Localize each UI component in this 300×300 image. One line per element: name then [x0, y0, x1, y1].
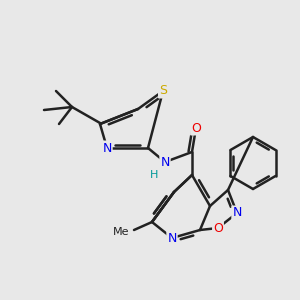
Text: O: O: [191, 122, 201, 134]
Text: H: H: [150, 170, 158, 180]
Text: N: N: [232, 206, 242, 220]
Text: O: O: [213, 221, 223, 235]
Text: N: N: [102, 142, 112, 154]
Text: S: S: [159, 85, 167, 98]
Text: N: N: [167, 232, 177, 244]
Text: N: N: [160, 155, 170, 169]
Text: Me: Me: [112, 227, 129, 237]
